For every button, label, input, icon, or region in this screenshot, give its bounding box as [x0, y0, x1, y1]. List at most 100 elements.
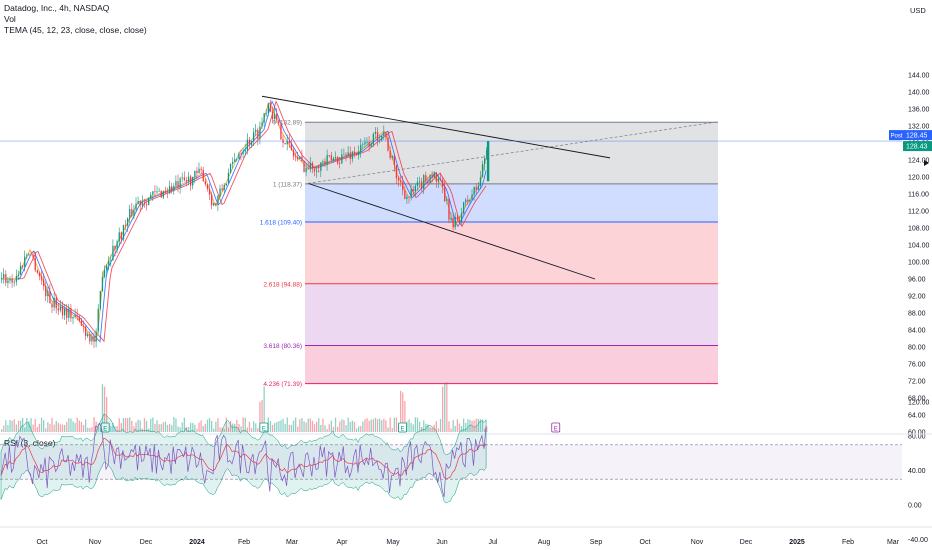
candle-body [328, 155, 330, 156]
candle-body [187, 176, 190, 182]
candle-body [183, 177, 185, 181]
volume-bar [368, 420, 370, 432]
volume-bar [208, 418, 211, 432]
volume-bar [219, 427, 221, 432]
volume-bar [439, 418, 442, 432]
candle-body [425, 175, 427, 182]
fib-level-label: 1.618 (109.40) [260, 220, 302, 227]
candle-body [55, 297, 57, 309]
candle-body [198, 168, 200, 174]
volume-bar [362, 421, 364, 432]
volume-bar [246, 427, 248, 432]
volume-bar [80, 421, 83, 432]
candle-body [257, 129, 259, 139]
volume-bar [295, 417, 297, 432]
time-tick-label: Mar [286, 539, 299, 546]
volume-bar [74, 422, 76, 432]
time-tick-label: Mar [887, 539, 900, 546]
volume-bar [311, 420, 314, 432]
candle-body [383, 132, 385, 136]
volume-bar [400, 390, 402, 432]
volume-bar [11, 420, 13, 432]
volume-bar [236, 419, 238, 432]
candle-body [330, 155, 332, 160]
candle-body [13, 281, 15, 283]
price-tick-label: 88.00 [908, 311, 926, 318]
candle-body [194, 170, 196, 177]
candle-body [414, 185, 416, 192]
candle-body [89, 333, 91, 342]
earnings-marker [551, 422, 561, 433]
fib-level-label: 0 (132.89) [272, 120, 302, 127]
volume-bar [183, 417, 185, 432]
last-candle [486, 141, 490, 182]
volume-bar [469, 419, 471, 432]
volume-indicator-label[interactable]: Vol [4, 14, 16, 24]
candle-body [446, 199, 448, 202]
volume-bar [68, 418, 70, 432]
volume-bar [313, 424, 316, 432]
volume-bar [22, 417, 24, 432]
volume-bar [156, 420, 158, 432]
candle-body [248, 139, 251, 146]
price-tick-label: 72.00 [908, 379, 926, 386]
volume-bar [244, 417, 246, 432]
candle-body [402, 181, 404, 191]
volume-bar [97, 423, 99, 432]
candle-body [295, 156, 297, 158]
candle-body [368, 142, 370, 147]
tema-indicator-label[interactable]: TEMA (45, 12, 23, close, close, close) [4, 25, 147, 35]
candle-body [106, 265, 108, 270]
candle-body [484, 158, 486, 165]
candle-body [267, 103, 269, 113]
volume-bar [45, 428, 47, 432]
candle-body [133, 209, 135, 217]
volume-bar [257, 428, 259, 432]
price-tick-label: 100.00 [908, 260, 930, 267]
time-tick-label: Dec [740, 539, 753, 546]
candle-body [213, 203, 215, 206]
candle-body [391, 155, 393, 159]
symbol-title: Datadog, Inc., 4h, NASDAQ [4, 3, 110, 13]
volume-bar [15, 424, 17, 432]
candle-body [250, 141, 253, 146]
candle-body [400, 180, 402, 182]
time-tick-label: Jun [436, 539, 447, 546]
candle-body [376, 131, 379, 141]
candle-body [286, 141, 288, 145]
candle-body [232, 161, 234, 164]
volume-bar [418, 421, 421, 432]
candle-body [64, 308, 66, 316]
candle-body [34, 257, 36, 271]
volume-bar [57, 422, 59, 432]
volume-bar [190, 422, 192, 432]
candle-body [127, 218, 129, 226]
candle-body [481, 164, 484, 178]
candle-body [112, 245, 114, 261]
candle-body [458, 219, 461, 223]
volume-bar [473, 420, 475, 432]
volume-bar [381, 420, 383, 432]
candle-body [370, 144, 372, 147]
candle-body [244, 149, 246, 152]
volume-bar [429, 427, 431, 432]
candle-body [181, 177, 183, 179]
rsi-indicator-label[interactable]: RSI (3, close) [4, 438, 56, 448]
candle-body [278, 120, 280, 124]
candle-body [59, 306, 62, 311]
candle-body [326, 155, 328, 165]
volume-bar [274, 423, 276, 432]
volume-bar [227, 427, 230, 432]
candle-body [7, 280, 9, 283]
volume-bar [173, 417, 175, 432]
volume-bar [196, 428, 198, 432]
candle-body [24, 256, 26, 267]
candle-body [30, 254, 32, 256]
lower-trendline [307, 182, 596, 280]
volume-bar [271, 424, 274, 432]
post-price-badge [903, 141, 932, 152]
volume-bar [192, 422, 194, 432]
volume-bar [139, 420, 141, 432]
candle-body [82, 325, 85, 327]
